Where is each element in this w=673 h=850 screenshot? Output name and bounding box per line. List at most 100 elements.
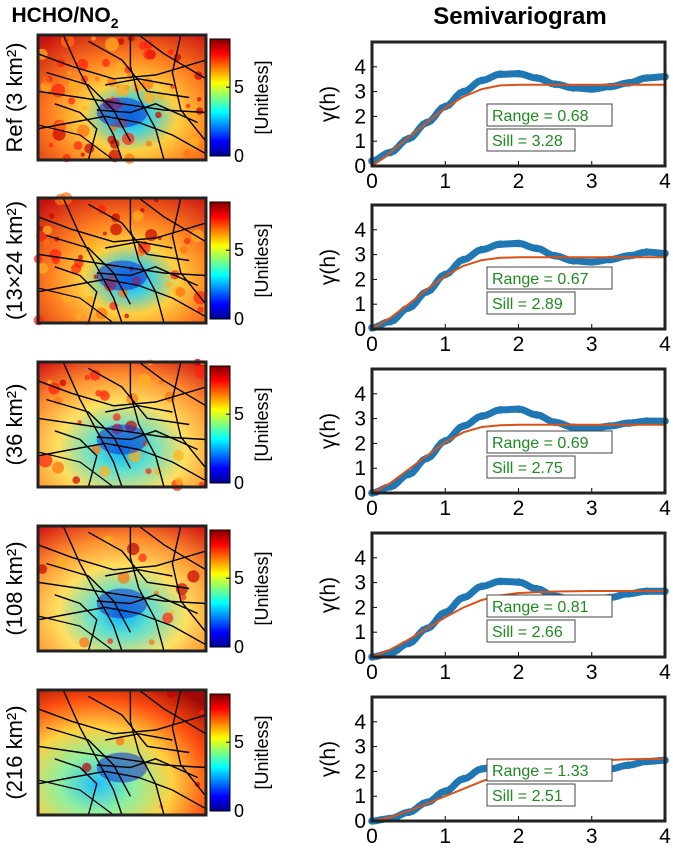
empirical-point xyxy=(588,85,596,93)
colorbar: 0 5 [Unitless] xyxy=(209,38,272,166)
map-noise xyxy=(91,36,96,41)
empirical-point xyxy=(533,74,541,82)
empirical-point xyxy=(478,765,486,773)
empirical-point xyxy=(642,248,651,256)
fitted-model-line xyxy=(371,83,665,167)
x-tick-label: 3 xyxy=(586,170,598,193)
map-road xyxy=(171,197,207,305)
map-road xyxy=(96,103,198,124)
map-panel xyxy=(36,358,208,491)
axes-frame xyxy=(370,40,667,168)
empirical-point xyxy=(496,406,505,414)
map-noise xyxy=(138,553,147,562)
y-tick-label: 4 xyxy=(354,711,366,734)
map-road xyxy=(138,361,207,407)
empirical-point xyxy=(459,255,468,264)
colorbar: 0 5 [Unitless] xyxy=(209,693,272,821)
x-tick-label: 4 xyxy=(659,497,671,520)
colorbar-tick-label: 5 xyxy=(234,568,244,588)
map-noise xyxy=(73,141,83,150)
x-tick-label: 4 xyxy=(659,661,671,684)
map-noise xyxy=(117,571,130,584)
map-road xyxy=(129,526,165,652)
x-tick-label: 1 xyxy=(439,825,451,848)
colorbar-gradient xyxy=(209,365,231,484)
empirical-point xyxy=(496,577,505,586)
annotation-box xyxy=(486,291,576,315)
left-title-subscript: 2 xyxy=(110,15,119,31)
empirical-point xyxy=(459,775,468,783)
empirical-point xyxy=(478,76,486,85)
annotation-box xyxy=(486,783,576,807)
y-axis-label: γ(h) xyxy=(317,413,340,449)
map-noise xyxy=(48,142,54,148)
y-tick-label: 0 xyxy=(354,482,366,505)
row-label: (13×24 km²) xyxy=(2,201,27,320)
map-noise xyxy=(145,140,152,147)
map-road xyxy=(46,562,132,633)
map-road xyxy=(37,770,207,810)
map-noise xyxy=(71,263,82,274)
empirical-point xyxy=(404,470,413,479)
empirical-point xyxy=(624,761,633,769)
map-noise xyxy=(158,379,164,385)
map-noise xyxy=(197,306,204,313)
map-noise xyxy=(42,76,51,86)
x-tick-label: 1 xyxy=(439,661,451,684)
y-tick-label: 2 xyxy=(354,432,366,455)
map-noise xyxy=(191,229,204,243)
annotation-text: Sill = 3.28 xyxy=(492,133,563,150)
map-noise xyxy=(155,111,162,119)
y-tick-label: 3 xyxy=(354,572,366,595)
empirical-point xyxy=(459,422,468,430)
empirical-point xyxy=(569,84,578,92)
colorbar-unit-label: [Unitless] xyxy=(252,387,272,461)
map-noise xyxy=(77,124,90,138)
x-tick-label: 0 xyxy=(366,497,378,520)
map-road xyxy=(37,115,207,155)
empirical-point xyxy=(569,257,578,265)
empirical-point xyxy=(533,411,541,419)
y-tick-label: 2 xyxy=(354,268,366,291)
map-noise xyxy=(115,62,124,71)
colorbar-unit-label: [Unitless] xyxy=(252,223,272,297)
annotation-text: Range = 0.81 xyxy=(492,599,589,616)
map-road xyxy=(105,78,173,86)
map-noise xyxy=(185,103,191,109)
map-noise xyxy=(99,465,111,477)
fitted-model-line xyxy=(371,423,665,494)
map-coastline xyxy=(37,124,114,161)
map-noise xyxy=(68,97,76,105)
y-tick-label: 4 xyxy=(354,219,366,242)
empirical-point xyxy=(533,244,541,253)
map-road xyxy=(138,197,207,243)
map-road xyxy=(88,367,190,426)
map-noise xyxy=(132,210,144,222)
colorbar-tick-label: 0 xyxy=(234,309,244,329)
y-tick-label: 3 xyxy=(354,736,366,759)
map-road xyxy=(171,689,207,797)
map-noise xyxy=(72,476,80,484)
map-noise xyxy=(138,41,147,50)
map-road xyxy=(171,34,207,142)
x-tick-label: 1 xyxy=(439,497,451,520)
annotation-box xyxy=(486,266,613,290)
map-road xyxy=(62,361,123,488)
annotation-box xyxy=(486,594,613,618)
map-noise xyxy=(116,84,129,97)
map-road xyxy=(96,758,198,779)
annotation-text: Sill = 2.51 xyxy=(492,788,563,805)
map-noise xyxy=(112,413,121,421)
colorbar: 0 5 [Unitless] xyxy=(209,365,272,493)
map-noise xyxy=(162,612,174,624)
empirical-point xyxy=(588,424,596,433)
x-tick-label: 3 xyxy=(586,333,598,356)
empirical-point xyxy=(478,412,486,420)
map-noise xyxy=(143,48,155,60)
annotation-text: Range = 1.33 xyxy=(492,763,589,780)
y-tick-label: 0 xyxy=(354,318,366,341)
y-tick-label: 1 xyxy=(354,457,366,480)
map-noise xyxy=(81,105,88,111)
